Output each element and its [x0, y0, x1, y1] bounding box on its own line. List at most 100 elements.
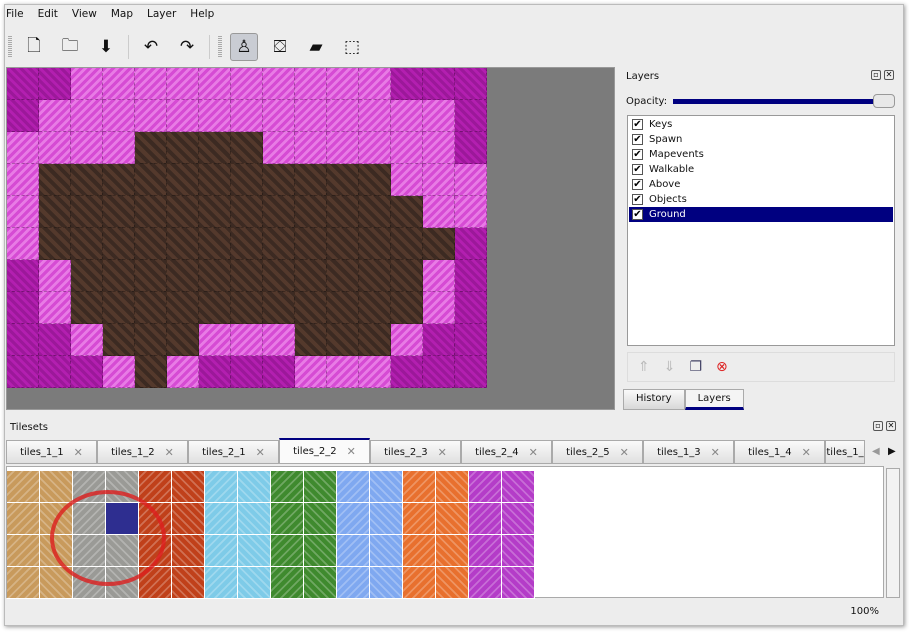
map-tile[interactable]	[359, 324, 391, 356]
tileset-tile[interactable]	[7, 471, 40, 503]
map-tile[interactable]	[263, 132, 295, 164]
tileset-tile[interactable]	[370, 503, 403, 535]
map-tile[interactable]	[359, 100, 391, 132]
bucket-fill-button[interactable]: ⛋	[266, 33, 294, 61]
map-tile[interactable]	[423, 164, 455, 196]
map-tile[interactable]	[423, 100, 455, 132]
tab-tiles_2_1[interactable]: tiles_2_1 ✕	[188, 440, 279, 464]
map-tile[interactable]	[39, 132, 71, 164]
map-tile[interactable]	[103, 324, 135, 356]
map-tile[interactable]	[231, 292, 263, 324]
map-tile[interactable]	[103, 292, 135, 324]
map-tile[interactable]	[71, 164, 103, 196]
map-tile[interactable]	[263, 356, 295, 388]
map-tile[interactable]	[7, 100, 39, 132]
map-tile[interactable]	[327, 356, 359, 388]
map-tile[interactable]	[391, 68, 423, 100]
visibility-checkbox[interactable]: ✔	[632, 134, 643, 145]
map-tile[interactable]	[167, 132, 199, 164]
map-tile[interactable]	[231, 196, 263, 228]
map-tile[interactable]	[71, 292, 103, 324]
float-icon[interactable]: ▫	[871, 70, 881, 80]
layer-item[interactable]: ✔ Keys	[629, 117, 893, 132]
tileset-tile[interactable]	[469, 535, 502, 567]
map-tile[interactable]	[455, 196, 487, 228]
visibility-checkbox[interactable]: ✔	[632, 164, 643, 175]
close-tab-icon[interactable]: ✕	[528, 445, 538, 459]
tab-history[interactable]: History	[623, 389, 685, 410]
map-tile[interactable]	[455, 164, 487, 196]
map-tile[interactable]	[39, 260, 71, 292]
tileset-tile[interactable]	[403, 471, 436, 503]
map-tile[interactable]	[423, 292, 455, 324]
scroll-tabs-right-icon[interactable]: ▶	[888, 446, 896, 457]
map-tile[interactable]	[263, 228, 295, 260]
tileset-tile[interactable]	[436, 471, 469, 503]
map-tile[interactable]	[7, 68, 39, 100]
map-tile[interactable]	[167, 324, 199, 356]
map-tile[interactable]	[359, 260, 391, 292]
map-tile[interactable]	[103, 68, 135, 100]
map-tile[interactable]	[391, 132, 423, 164]
map-tile[interactable]	[135, 260, 167, 292]
slider-handle[interactable]	[873, 94, 896, 108]
map-tile[interactable]	[135, 100, 167, 132]
new-button[interactable]: 🗋	[20, 33, 48, 61]
tileset-tile[interactable]	[337, 535, 370, 567]
tileset-tile[interactable]	[7, 567, 40, 599]
tileset-tile[interactable]	[172, 471, 205, 503]
map-tile[interactable]	[199, 260, 231, 292]
tileset-tile[interactable]	[205, 503, 238, 535]
map-tile[interactable]	[39, 196, 71, 228]
map-tile[interactable]	[423, 228, 455, 260]
map-tile[interactable]	[71, 132, 103, 164]
tileset-tile[interactable]	[238, 567, 271, 599]
tab-tiles_1_[interactable]: tiles_1_	[825, 440, 865, 464]
vertical-scrollbar[interactable]	[886, 468, 900, 598]
tileset-tile[interactable]	[502, 567, 535, 599]
map-tile[interactable]	[103, 100, 135, 132]
tileset-tile[interactable]	[403, 535, 436, 567]
duplicate-layer-icon[interactable]: ❐	[689, 359, 703, 375]
close-tab-icon[interactable]: ✕	[164, 445, 174, 459]
tab-tiles_2_2[interactable]: tiles_2_2 ✕	[279, 438, 370, 464]
tileset-tile[interactable]	[436, 567, 469, 599]
open-button[interactable]: 🗀	[56, 33, 84, 61]
map-tile[interactable]	[103, 356, 135, 388]
tab-tiles_1_3[interactable]: tiles_1_3 ✕	[643, 440, 734, 464]
tileset-tile[interactable]	[370, 535, 403, 567]
map-tile[interactable]	[423, 356, 455, 388]
tileset-tile[interactable]	[337, 503, 370, 535]
visibility-checkbox[interactable]: ✔	[632, 194, 643, 205]
map-tile[interactable]	[39, 324, 71, 356]
map-tile[interactable]	[7, 356, 39, 388]
visibility-checkbox[interactable]: ✔	[632, 209, 643, 220]
map-tile[interactable]	[455, 260, 487, 292]
map-tile[interactable]	[103, 164, 135, 196]
map-tile[interactable]	[39, 68, 71, 100]
tileset-tile[interactable]	[139, 567, 172, 599]
eraser-button[interactable]: ▰	[302, 33, 330, 61]
map-tile[interactable]	[231, 100, 263, 132]
close-tab-icon[interactable]: ✕	[619, 445, 629, 459]
map-tile[interactable]	[295, 100, 327, 132]
map-tile[interactable]	[295, 292, 327, 324]
float-icon[interactable]: ▫	[873, 421, 883, 431]
map-tile[interactable]	[103, 228, 135, 260]
map-tile[interactable]	[295, 196, 327, 228]
map-tile[interactable]	[391, 164, 423, 196]
map-tile[interactable]	[359, 356, 391, 388]
map-tile[interactable]	[263, 164, 295, 196]
tileset-tile[interactable]	[436, 503, 469, 535]
map-tile[interactable]	[327, 324, 359, 356]
map-tile[interactable]	[423, 196, 455, 228]
layer-item[interactable]: ✔ Ground	[629, 207, 893, 222]
menu-map[interactable]: Map	[110, 8, 134, 20]
scroll-tabs-left-icon[interactable]: ◀	[872, 446, 880, 457]
tileset-tile[interactable]	[238, 535, 271, 567]
map-tile[interactable]	[167, 196, 199, 228]
map-tile[interactable]	[199, 196, 231, 228]
map-tile[interactable]	[263, 68, 295, 100]
layer-item[interactable]: ✔ Spawn	[629, 132, 893, 147]
map-tile[interactable]	[391, 228, 423, 260]
